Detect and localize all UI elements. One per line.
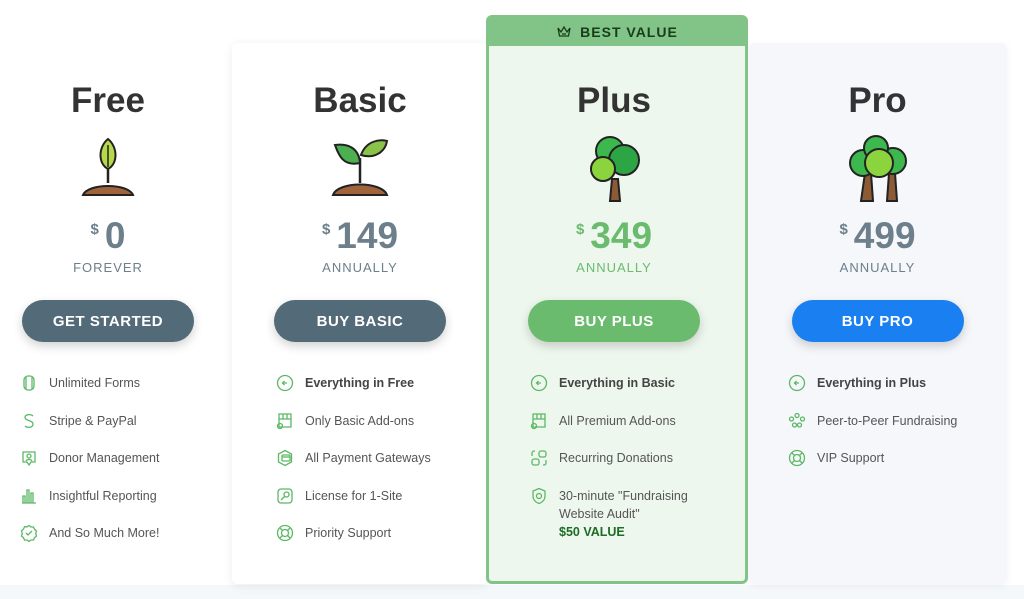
feature-item: Unlimited Forms	[20, 374, 240, 392]
feature-text: Peer-to-Peer Fundraising	[817, 413, 958, 428]
feature-text: Stripe & PayPal	[49, 413, 137, 428]
store-icon	[530, 412, 546, 429]
plan-card-free: Free $0 FOREVER GET STARTED Unlimited Fo…	[0, 43, 216, 584]
price-amount: 0	[104, 215, 126, 256]
bar-chart-icon	[22, 488, 36, 504]
feature-text: Unlimited Forms	[49, 376, 140, 390]
plan-price: $499	[748, 215, 1007, 257]
arrow-left-circle-icon	[530, 374, 548, 392]
billing-period: ANNUALLY	[322, 260, 398, 275]
feature-item: All Premium Add-ons	[530, 412, 720, 430]
stripe-icon	[24, 413, 34, 428]
feature-item: Priority Support	[276, 524, 496, 542]
feature-text: Recurring Donations	[559, 451, 673, 465]
feature-text: All Premium Add-ons	[559, 413, 676, 428]
best-value-label: BEST VALUE	[580, 24, 678, 40]
donor-icon	[22, 451, 36, 467]
currency-symbol: $	[321, 221, 331, 238]
plan-price: $149	[232, 215, 488, 257]
arrow-left-circle-icon	[788, 374, 806, 392]
best-value-badge: BEST VALUE	[489, 18, 745, 46]
feature-text: Only Basic Add-ons	[305, 413, 415, 428]
plan-card-pro: Pro $499 ANNUALLY BUY PRO Everything in …	[748, 43, 1007, 584]
currency-symbol: $	[839, 221, 848, 238]
plan-name: Plus	[577, 81, 651, 120]
feature-item: Everything in Basic	[530, 374, 720, 392]
key-icon	[277, 487, 293, 504]
billing-period: ANNUALLY	[576, 260, 652, 275]
feature-text: Priority Support	[305, 526, 392, 540]
feature-text: Everything in Plus	[817, 376, 927, 390]
feature-text: Everything in Basic	[559, 376, 676, 390]
form-icon	[23, 375, 35, 391]
feature-item: Donor Management	[20, 449, 240, 467]
feature-item: Stripe & PayPal	[20, 412, 240, 430]
feature-text: VIP Support	[817, 451, 885, 465]
billing-period: FOREVER	[73, 260, 143, 275]
feature-text: License for 1-Site	[305, 488, 403, 503]
feature-text: 30-minute "Fundraising Website Audit"	[559, 488, 688, 521]
arrow-left-circle-icon	[276, 374, 294, 392]
plus-cta-button[interactable]: BUY PLUS	[528, 300, 700, 342]
store-icon	[276, 412, 292, 429]
billing-period: ANNUALLY	[839, 260, 916, 275]
badge-check-icon	[20, 524, 38, 542]
page-footer-strip	[0, 585, 1024, 599]
feature-item: Everything in Plus	[788, 374, 1008, 392]
plan-name: Pro	[848, 81, 907, 120]
plan-card-plus: BEST VALUE Plus $349 ANNUALLY BUY PLUS E…	[486, 15, 748, 584]
free-cta-button[interactable]: GET STARTED	[22, 300, 194, 342]
feature-item: And So Much More!	[20, 524, 240, 542]
feature-item: License for 1-Site	[276, 487, 496, 505]
feature-item: Insightful Reporting	[20, 487, 240, 505]
price-amount: 499	[853, 215, 916, 256]
currency-symbol: $	[575, 221, 585, 238]
plan-price: $0	[0, 215, 216, 257]
feature-item: Peer-to-Peer Fundraising	[788, 412, 1008, 430]
recurring-icon	[531, 450, 547, 466]
plan-card-basic: Basic $149 ANNUALLY BUY BASIC Everything…	[232, 43, 488, 584]
feature-item: Recurring Donations	[530, 449, 720, 467]
currency-symbol: $	[90, 221, 99, 238]
feature-item: Only Basic Add-ons	[276, 412, 496, 430]
feature-item: VIP Support	[788, 449, 1008, 467]
people-network-icon	[788, 412, 806, 428]
feature-value-note: $50 VALUE	[559, 524, 625, 539]
feature-text: Everything in Free	[305, 376, 415, 390]
feature-item: 30-minute "Fundraising Website Audit" $50…	[530, 487, 720, 541]
feature-text: And So Much More!	[49, 526, 160, 540]
lifebuoy-icon	[788, 449, 806, 467]
lifebuoy-icon	[276, 524, 294, 542]
feature-text: Donor Management	[49, 451, 160, 465]
sprout-icon	[81, 137, 135, 196]
feature-item: Everything in Free	[276, 374, 496, 392]
basic-cta-button[interactable]: BUY BASIC	[274, 300, 446, 342]
plan-name: Basic	[313, 81, 407, 120]
trees-icon	[848, 135, 907, 202]
pro-cta-button[interactable]: BUY PRO	[791, 300, 964, 342]
feature-text: Insightful Reporting	[49, 488, 157, 503]
crown-icon	[557, 25, 571, 37]
feature-text: All Payment Gateways	[305, 451, 431, 465]
price-amount: 149	[336, 215, 399, 256]
tree-icon	[590, 136, 640, 202]
shield-icon	[532, 487, 546, 504]
plan-name: Free	[71, 81, 145, 120]
plan-price: $349	[486, 215, 742, 257]
seedling-icon	[331, 139, 389, 196]
feature-item: All Payment Gateways	[276, 449, 496, 467]
price-amount: 349	[590, 215, 653, 256]
payment-gateway-icon	[277, 449, 293, 467]
